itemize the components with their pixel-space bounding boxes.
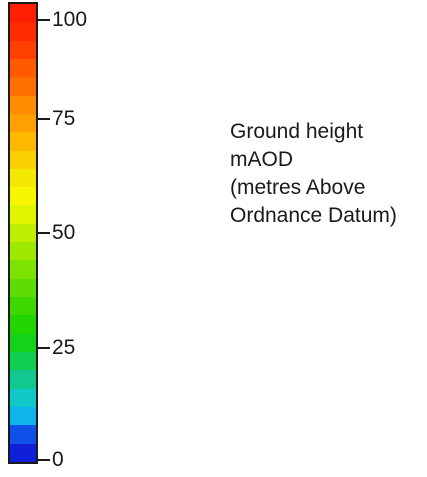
color-band (10, 113, 36, 133)
tick-label: 50 (52, 221, 76, 244)
color-band (10, 168, 36, 188)
color-band (10, 260, 36, 279)
color-band (10, 370, 36, 389)
color-band (10, 388, 36, 407)
color-band (10, 425, 36, 444)
color-scale-bar (8, 2, 38, 464)
color-band (10, 150, 36, 169)
color-band (10, 95, 36, 114)
color-band (10, 443, 36, 462)
tick-mark (38, 232, 50, 234)
tick-label: 25 (52, 335, 76, 359)
tick-mark (38, 459, 50, 461)
color-band (10, 297, 36, 316)
caption-line-1: Ground height (230, 120, 364, 143)
tick-label: 0 (52, 448, 64, 471)
color-band (10, 205, 36, 224)
caption-line-2: mAOD (230, 148, 293, 171)
color-band (10, 4, 36, 23)
color-band (10, 40, 36, 59)
color-band (10, 406, 36, 426)
color-band (10, 351, 36, 371)
color-band (10, 77, 36, 96)
tick-mark (38, 19, 50, 21)
color-band (10, 58, 36, 78)
legend-caption: Ground height mAOD (metres Above Ordnanc… (230, 118, 425, 230)
tick-label: 75 (52, 106, 76, 130)
color-band (10, 333, 36, 352)
color-band (10, 187, 36, 206)
tick-mark (38, 346, 50, 349)
tick-label: 100 (52, 8, 88, 31)
caption-line-3: (metres Above (230, 176, 366, 199)
color-band (10, 278, 36, 297)
color-band (10, 242, 36, 261)
color-band (10, 22, 36, 41)
color-band (10, 223, 36, 243)
color-band (10, 315, 36, 334)
tick-mark (38, 117, 50, 120)
caption-line-4: Ordnance Datum) (230, 204, 397, 227)
color-band (10, 132, 36, 151)
